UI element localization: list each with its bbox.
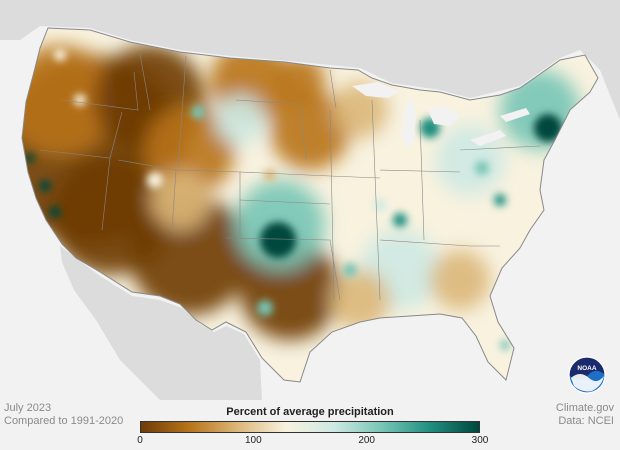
legend-tick-200: 200 <box>358 435 375 446</box>
precip-patch <box>343 263 357 277</box>
precip-patch <box>74 94 86 106</box>
precip-patch <box>514 299 526 311</box>
noaa-logo: NOAA <box>568 356 606 394</box>
legend-tick-100: 100 <box>244 435 262 446</box>
legend-title: Percent of average precipitation <box>226 406 394 418</box>
precip-patch <box>147 172 163 188</box>
legend-color-bar <box>140 421 480 433</box>
precip-patch <box>191 105 205 119</box>
data-source: Data: NCEI <box>558 415 614 427</box>
precip-patch <box>393 213 407 227</box>
precip-patch <box>534 114 562 142</box>
precip-patch <box>257 300 273 316</box>
precip-patch <box>260 222 296 258</box>
baseline-period: Compared to 1991-2020 <box>4 415 124 427</box>
precip-patch <box>430 250 490 310</box>
precip-patch <box>500 340 510 350</box>
precip-patch <box>475 161 489 175</box>
surrounding-land <box>0 0 620 400</box>
precip-patch <box>49 206 61 218</box>
precip-patch <box>150 170 210 230</box>
great-lakes <box>352 82 530 150</box>
precip-patch <box>374 199 386 211</box>
precip-patch <box>264 169 276 181</box>
precip-patch <box>54 49 66 61</box>
legend-tick-0: 0 <box>137 435 143 446</box>
svg-text:NOAA: NOAA <box>577 365 596 372</box>
us-outline <box>21 27 599 383</box>
precip-patch <box>330 270 390 330</box>
map-caption-left: July 2023 Compared to 1991-2020 <box>4 402 123 428</box>
precip-patch <box>39 180 51 192</box>
map-canvas <box>0 0 620 400</box>
precip-patch <box>494 194 506 206</box>
source-site: Climate.gov <box>555 402 614 414</box>
precipitation-map <box>0 0 620 400</box>
legend-tick-300: 300 <box>471 435 489 446</box>
map-date: July 2023 <box>4 402 52 414</box>
map-credits: Climate.gov Data: NCEI <box>556 402 614 428</box>
precip-patch <box>275 55 325 105</box>
precip-patch <box>25 153 35 163</box>
precip-patch <box>215 95 265 145</box>
state-borders <box>39 53 541 301</box>
precip-patch <box>130 195 250 315</box>
precip-patch <box>145 105 235 195</box>
